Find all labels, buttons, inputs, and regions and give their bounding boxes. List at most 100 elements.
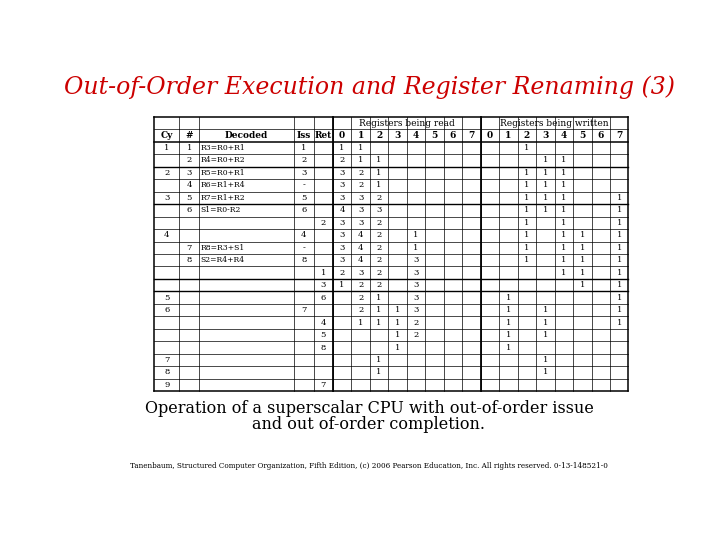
Text: 1: 1 [377, 368, 382, 376]
Text: 4: 4 [320, 319, 326, 327]
Text: 1: 1 [377, 294, 382, 302]
Text: 1: 1 [524, 144, 530, 152]
Text: 3: 3 [358, 194, 364, 202]
Text: 4: 4 [339, 206, 345, 214]
Text: -: - [302, 181, 305, 190]
Text: 1: 1 [543, 356, 548, 364]
Text: 4: 4 [358, 256, 364, 264]
Text: 2: 2 [340, 157, 345, 165]
Text: 2: 2 [301, 157, 307, 165]
Text: 1: 1 [395, 306, 400, 314]
Text: S1=R0-R2: S1=R0-R2 [201, 206, 241, 214]
Text: 1: 1 [505, 343, 511, 352]
Text: 4: 4 [358, 231, 364, 239]
Text: 1: 1 [561, 269, 567, 276]
Text: 7: 7 [468, 131, 474, 140]
Text: Registers being read: Registers being read [359, 118, 455, 127]
Text: 1: 1 [505, 306, 511, 314]
Text: 2: 2 [358, 294, 364, 302]
Text: R6=R1+R4: R6=R1+R4 [201, 181, 245, 190]
Text: 1: 1 [616, 319, 622, 327]
Text: 1: 1 [616, 194, 622, 202]
Text: 2: 2 [377, 269, 382, 276]
Text: 5: 5 [186, 194, 192, 202]
Text: 3: 3 [339, 256, 345, 264]
Text: 2: 2 [376, 131, 382, 140]
Text: 1: 1 [505, 131, 512, 140]
Text: 1: 1 [339, 281, 345, 289]
Text: 1: 1 [580, 244, 585, 252]
Text: 1: 1 [186, 144, 192, 152]
Text: 3: 3 [320, 281, 326, 289]
Text: R8=R3+S1: R8=R3+S1 [201, 244, 245, 252]
Text: 1: 1 [561, 244, 567, 252]
Text: 1: 1 [561, 231, 567, 239]
Text: 3: 3 [339, 244, 345, 252]
Text: 3: 3 [339, 169, 345, 177]
Text: 3: 3 [339, 181, 345, 190]
Text: 4: 4 [301, 231, 307, 239]
Text: 3: 3 [377, 206, 382, 214]
Text: 1: 1 [377, 319, 382, 327]
Text: 1: 1 [616, 206, 622, 214]
Text: 1: 1 [561, 157, 567, 165]
Text: 1: 1 [413, 244, 419, 252]
Text: 5: 5 [579, 131, 585, 140]
Text: 1: 1 [543, 194, 548, 202]
Text: 2: 2 [358, 281, 364, 289]
Text: 1: 1 [580, 269, 585, 276]
Text: 2: 2 [377, 231, 382, 239]
Text: Decoded: Decoded [225, 131, 268, 140]
Text: 2: 2 [340, 269, 345, 276]
Text: 1: 1 [395, 343, 400, 352]
Text: 1: 1 [561, 206, 567, 214]
Text: 1: 1 [561, 219, 567, 227]
Text: 3: 3 [301, 169, 307, 177]
Text: 2: 2 [186, 157, 192, 165]
Text: 1: 1 [377, 306, 382, 314]
Text: 7: 7 [301, 306, 307, 314]
Text: 5: 5 [320, 331, 326, 339]
Text: 8: 8 [301, 256, 307, 264]
Text: 7: 7 [186, 244, 192, 252]
Text: 1: 1 [164, 144, 169, 152]
Text: 1: 1 [543, 368, 548, 376]
Text: 1: 1 [524, 181, 530, 190]
Text: 3: 3 [164, 194, 169, 202]
Text: 1: 1 [395, 319, 400, 327]
Text: Tanenbaum, Structured Computer Organization, Fifth Edition, (c) 2006 Pearson Edu: Tanenbaum, Structured Computer Organizat… [130, 462, 608, 470]
Text: 7: 7 [616, 131, 622, 140]
Text: 5: 5 [164, 294, 169, 302]
Text: 1: 1 [543, 331, 548, 339]
Text: 4: 4 [186, 181, 192, 190]
Text: 3: 3 [358, 219, 364, 227]
Text: 3: 3 [186, 169, 192, 177]
Text: Iss: Iss [297, 131, 311, 140]
Text: 5: 5 [431, 131, 438, 140]
Text: 1: 1 [395, 331, 400, 339]
Text: 6: 6 [598, 131, 604, 140]
Text: 4: 4 [358, 244, 364, 252]
Text: 1: 1 [543, 319, 548, 327]
Text: 3: 3 [413, 281, 419, 289]
Text: 2: 2 [358, 181, 364, 190]
Text: 3: 3 [339, 231, 345, 239]
Text: 1: 1 [561, 181, 567, 190]
Text: 3: 3 [339, 194, 345, 202]
Text: 1: 1 [524, 231, 530, 239]
Text: 1: 1 [357, 131, 364, 140]
Text: 1: 1 [413, 231, 419, 239]
Text: Registers being written: Registers being written [500, 118, 609, 127]
Text: R5=R0+R1: R5=R0+R1 [201, 169, 245, 177]
Text: 2: 2 [377, 256, 382, 264]
Text: 1: 1 [524, 194, 530, 202]
Text: 1: 1 [616, 306, 622, 314]
Text: 1: 1 [543, 206, 548, 214]
Text: 1: 1 [543, 157, 548, 165]
Text: 2: 2 [358, 306, 364, 314]
Text: R7=R1+R2: R7=R1+R2 [201, 194, 245, 202]
Text: 1: 1 [561, 169, 567, 177]
Text: Operation of a superscalar CPU with out-of-order issue: Operation of a superscalar CPU with out-… [145, 400, 593, 416]
Text: 6: 6 [450, 131, 456, 140]
Text: 3: 3 [395, 131, 401, 140]
